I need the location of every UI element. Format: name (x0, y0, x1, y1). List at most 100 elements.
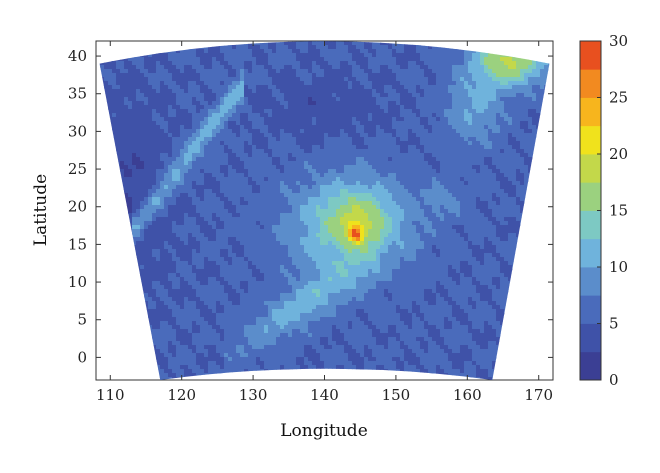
field-cell (228, 281, 233, 286)
field-cell (284, 69, 289, 74)
field-cell (288, 117, 293, 122)
field-cell (304, 145, 309, 150)
field-cell (268, 289, 273, 294)
field-cell (300, 237, 305, 242)
field-cell (328, 217, 333, 222)
field-cell (300, 109, 305, 114)
field-cell (128, 213, 133, 218)
field-cell (264, 361, 269, 366)
field-cell (320, 89, 325, 94)
field-cell (232, 277, 237, 282)
field-cell (260, 53, 265, 58)
field-cell (240, 117, 245, 122)
field-cell (256, 77, 261, 82)
field-cell (260, 345, 265, 350)
field-cell (184, 101, 189, 106)
field-cell (260, 297, 265, 302)
field-cell (288, 197, 293, 202)
field-cell (196, 85, 201, 90)
field-cell (260, 145, 265, 150)
field-cell (280, 217, 285, 222)
field-cell (304, 341, 309, 346)
field-cell (128, 101, 133, 106)
field-cell (136, 185, 141, 190)
field-cell (168, 161, 173, 166)
field-cell (252, 357, 257, 362)
field-cell (308, 193, 313, 198)
field-cell (232, 149, 237, 154)
field-cell (168, 121, 173, 126)
field-cell (308, 181, 313, 186)
field-cell (188, 373, 193, 378)
field-cell (188, 333, 193, 338)
field-cell (112, 65, 117, 70)
field-cell (292, 101, 297, 106)
field-cell (284, 89, 289, 94)
field-cell (308, 113, 313, 118)
field-cell (284, 161, 289, 166)
field-cell (216, 297, 221, 302)
field-cell (248, 121, 253, 126)
field-cell (232, 141, 237, 146)
field-cell (208, 337, 213, 342)
field-cell (188, 101, 193, 106)
field-cell (152, 141, 157, 146)
field-cell (280, 357, 285, 362)
field-cell (320, 49, 325, 54)
field-cell (292, 205, 297, 210)
field-cell (196, 117, 201, 122)
field-cell (136, 241, 141, 246)
field-cell (236, 149, 241, 154)
field-cell (296, 305, 301, 310)
field-cell (252, 93, 257, 98)
field-cell (292, 313, 297, 318)
field-cell (212, 65, 217, 70)
field-cell (288, 217, 293, 222)
field-cell (288, 165, 293, 170)
field-cell (312, 305, 317, 310)
field-cell (116, 73, 121, 78)
field-cell (112, 121, 117, 126)
field-cell (248, 165, 253, 170)
field-cell (288, 345, 293, 350)
field-cell (212, 201, 217, 206)
field-cell (172, 221, 177, 226)
field-cell (180, 233, 185, 238)
field-cell (328, 173, 333, 178)
field-cell (168, 129, 173, 134)
field-cell (176, 241, 181, 246)
field-cell (292, 261, 297, 266)
field-cell (288, 333, 293, 338)
field-cell (264, 69, 269, 74)
field-cell (184, 97, 189, 102)
field-cell (212, 173, 217, 178)
field-cell (272, 225, 277, 230)
field-cell (220, 217, 225, 222)
field-cell (308, 73, 313, 78)
field-cell (112, 69, 117, 74)
field-cell (320, 281, 325, 286)
field-cell (224, 257, 229, 262)
field-cell (200, 309, 205, 314)
field-cell (216, 49, 221, 54)
field-cell (160, 289, 165, 294)
field-cell (300, 121, 305, 126)
field-cell (284, 133, 289, 138)
field-cell (296, 177, 301, 182)
field-cell (212, 257, 217, 262)
field-cell (152, 301, 157, 306)
field-cell (124, 121, 129, 126)
field-cell (244, 213, 249, 218)
field-cell (284, 337, 289, 342)
field-cell (304, 229, 309, 234)
data-field (99, 41, 550, 381)
field-cell (244, 113, 249, 118)
field-cell (312, 277, 317, 282)
field-cell (256, 93, 261, 98)
field-cell (236, 309, 241, 314)
field-cell (304, 321, 309, 326)
field-cell (256, 189, 261, 194)
field-cell (280, 341, 285, 346)
field-cell (232, 213, 237, 218)
field-cell (236, 129, 241, 134)
